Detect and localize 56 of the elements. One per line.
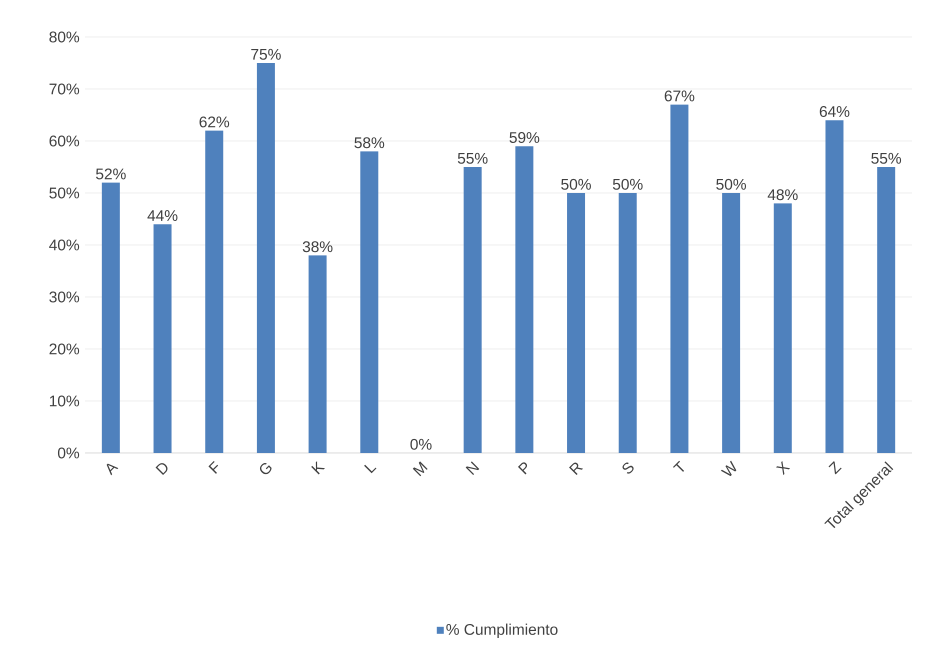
text: 50%: [716, 178, 746, 190]
y-tick-label: 10%: [50, 396, 80, 406]
bar: [567, 192, 586, 453]
legend-label: % Cumplimiento: [446, 624, 558, 638]
text: 64%: [820, 106, 850, 117]
y-tick-label: 70%: [50, 84, 80, 94]
bar: [618, 192, 637, 453]
x-tick-label: N: [466, 461, 480, 476]
text: 58%: [354, 137, 384, 148]
text: 44%: [147, 210, 178, 221]
text: 67%: [664, 90, 694, 102]
x-tick-label: R: [569, 462, 584, 476]
x-tick-label: D: [156, 463, 168, 476]
y-tick-label: 80%: [49, 32, 80, 42]
text: 0%: [410, 438, 432, 450]
y-tick-label: 50%: [49, 188, 80, 198]
bar: [102, 182, 120, 453]
text: 59%: [510, 132, 540, 143]
x-tick-label: G: [260, 463, 272, 474]
bar: [774, 203, 792, 453]
text: 52%: [96, 168, 126, 180]
text: 55%: [871, 152, 902, 164]
text: 75%: [251, 48, 281, 60]
x-tick-label: L: [364, 464, 376, 474]
y-tick-label: 30%: [49, 292, 80, 302]
text: 55%: [458, 152, 488, 164]
bar: [825, 120, 844, 453]
x-tick-label: X: [776, 461, 790, 476]
x-tick-label: F: [208, 460, 218, 474]
text: 48%: [768, 189, 798, 200]
y-tick-label: 20%: [50, 344, 80, 354]
x-tick-label: P: [518, 462, 528, 474]
y-tick-label: 60%: [50, 136, 80, 146]
x-tick-label: K: [311, 461, 325, 474]
text: 62%: [200, 116, 230, 128]
x-tick-label: Z: [828, 461, 842, 474]
y-tick-label: 40%: [49, 240, 80, 250]
bar: [154, 224, 172, 453]
x-tick-label: M: [412, 461, 428, 476]
text: 50%: [561, 178, 591, 190]
bar: [515, 146, 534, 453]
bar: [360, 151, 378, 453]
text: 38%: [302, 241, 332, 252]
y-tick-label: 0%: [58, 448, 80, 458]
bar: [877, 166, 896, 453]
x-tick-label: S: [622, 462, 634, 474]
bar: [256, 62, 275, 453]
bar: [464, 166, 482, 453]
bar: [670, 104, 688, 453]
text: 50%: [612, 178, 643, 190]
bar: [722, 192, 740, 453]
x-tick-label: T: [672, 460, 684, 472]
x-tick-label: A: [106, 464, 118, 476]
x-tick-label: W: [720, 460, 736, 476]
bar: [308, 255, 327, 453]
bar: [205, 130, 224, 453]
